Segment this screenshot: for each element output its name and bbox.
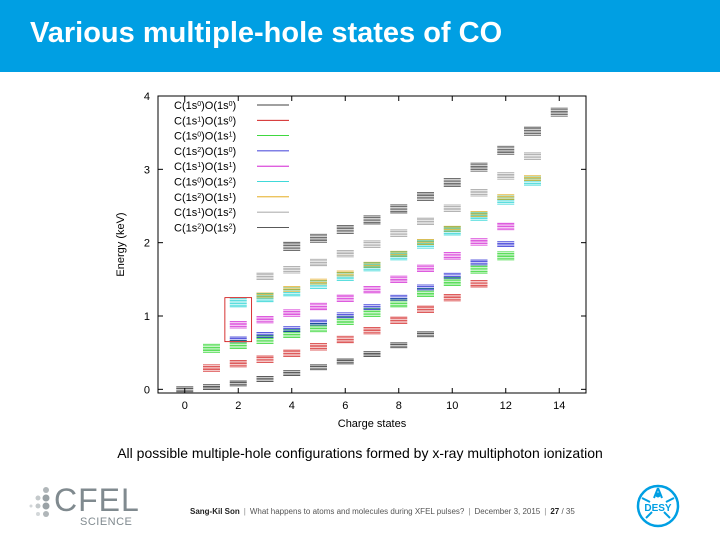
y-tick-label: 4 xyxy=(144,91,150,103)
x-tick-label: 14 xyxy=(553,400,565,412)
y-tick-label: 0 xyxy=(144,384,150,396)
plot-frame xyxy=(157,95,587,394)
desy-wordmark: DESY xyxy=(644,503,672,514)
x-tick-label: 12 xyxy=(500,400,512,412)
y-tick-label: 1 xyxy=(144,311,150,323)
desy-logo: DESY xyxy=(636,484,680,528)
x-tick-label: 2 xyxy=(235,400,241,412)
title-bar: Various multiple-hole states of CO xyxy=(0,0,720,72)
cfel-subtitle: SCIENCE xyxy=(80,516,133,528)
slide-caption: All possible multiple-hole configuration… xyxy=(117,445,603,461)
x-tick-label: 8 xyxy=(396,400,402,412)
footer-talk: What happens to atoms and molecules duri… xyxy=(249,507,465,516)
x-axis-label: Charge states xyxy=(338,418,407,430)
legend-label: C(1s1)O(1s0) xyxy=(174,115,236,127)
legend-label: C(1s0)O(1s1) xyxy=(174,131,236,143)
footer-date: December 3, 2015 xyxy=(474,507,541,516)
legend-label: C(1s2)O(1s1) xyxy=(174,192,236,204)
x-tick-label: 0 xyxy=(182,400,188,412)
y-axis-label: Energy (keV) xyxy=(115,212,127,276)
x-tick-label: 10 xyxy=(446,400,458,412)
footer-total: / 35 xyxy=(561,507,575,516)
footer: Sang-Kil Son | What happens to atoms and m… xyxy=(190,507,575,516)
legend-label: C(1s1)O(1s1) xyxy=(174,161,236,173)
slide-title: Various multiple-hole states of CO xyxy=(30,17,503,49)
y-tick-label: 2 xyxy=(144,238,150,250)
legend-label: C(1s2)O(1s2) xyxy=(174,222,236,234)
legend-label: C(1s0)O(1s2) xyxy=(174,177,236,189)
highlight-box xyxy=(224,297,253,343)
footer-author: Sang-Kil Son xyxy=(190,507,240,516)
legend-label: C(1s2)O(1s0) xyxy=(174,146,236,158)
footer-page: 27 xyxy=(550,507,560,516)
legend-label: C(1s0)O(1s0) xyxy=(174,100,236,112)
y-tick-label: 3 xyxy=(144,164,150,176)
x-tick-label: 6 xyxy=(342,400,348,412)
cfel-logo: CFEL SCIENCE xyxy=(28,482,148,528)
x-tick-label: 4 xyxy=(289,400,295,412)
cfel-dots-icon xyxy=(29,487,50,517)
legend-label: C(1s1)O(1s2) xyxy=(174,207,236,219)
cfel-wordmark: CFEL xyxy=(54,482,140,518)
